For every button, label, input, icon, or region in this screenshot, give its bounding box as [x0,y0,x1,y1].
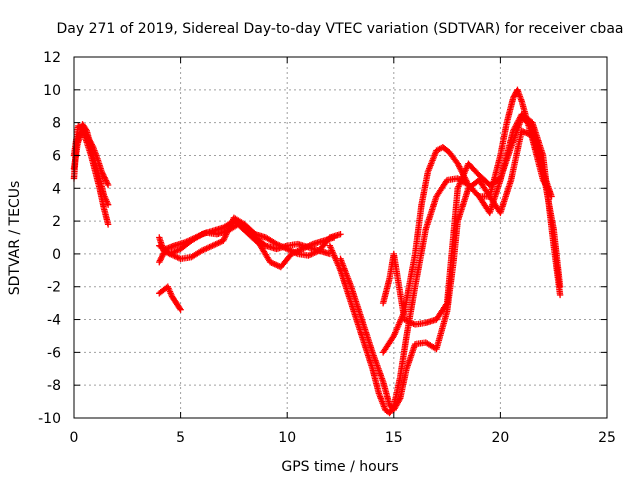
trace-marker [396,396,403,403]
series-track-c [70,121,112,208]
trace-marker [158,253,166,260]
data-layer [70,86,564,417]
trace-marker [159,251,167,259]
data-point [104,221,112,228]
y-tick-label: 10 [43,83,61,99]
data-point [337,231,344,238]
y-tick-label: 8 [52,116,61,132]
grid-layer [74,57,607,418]
data-point [156,258,163,266]
trace-marker [103,178,110,186]
x-axis-label: GPS time / hours [281,459,398,475]
y-tick-label: -10 [38,411,61,427]
trace-marker [102,177,110,184]
y-tick-label: -6 [47,345,61,361]
trace-marker [157,255,164,263]
trace-marker [102,175,109,183]
trace-marker [156,257,164,264]
x-tick-label: 5 [176,430,185,446]
y-tick-label: -2 [47,280,61,296]
y-tick-label: 4 [52,181,61,197]
series-track-k [379,111,564,356]
y-tick-label: -8 [47,378,61,394]
trace-marker [104,180,111,187]
trace-marker [176,305,183,312]
trace-marker [158,254,165,261]
y-tick-label: 0 [52,247,61,263]
chart-title: Day 271 of 2019, Sidereal Day-to-day VTE… [57,21,624,37]
data-point [104,201,112,208]
plot-frame [73,56,608,419]
x-tick-label: 0 [70,430,79,446]
y-tick-label: -4 [47,313,61,329]
series-track-f [156,283,184,313]
x-tick-label: 25 [598,430,616,446]
y-tick-label: 2 [52,214,61,230]
x-tick-label: 15 [385,430,403,446]
trace-marker [82,126,90,133]
x-tick-label: 20 [491,430,509,446]
data-point [104,181,112,189]
data-point [556,291,564,299]
trace-marker [101,174,108,181]
tick-layer: 0 5 10 15 20 25 -10 -8 -6 -4 -2 0 2 4 6 8 10 12 [38,50,616,446]
x-tick-label: 10 [278,430,296,446]
y-tick-label: 6 [52,148,61,164]
data-point [177,306,184,313]
y-axis-label: SDTVAR / TECUs [7,181,23,296]
y-tick-label: 12 [43,50,61,66]
series-track-g [156,214,344,263]
